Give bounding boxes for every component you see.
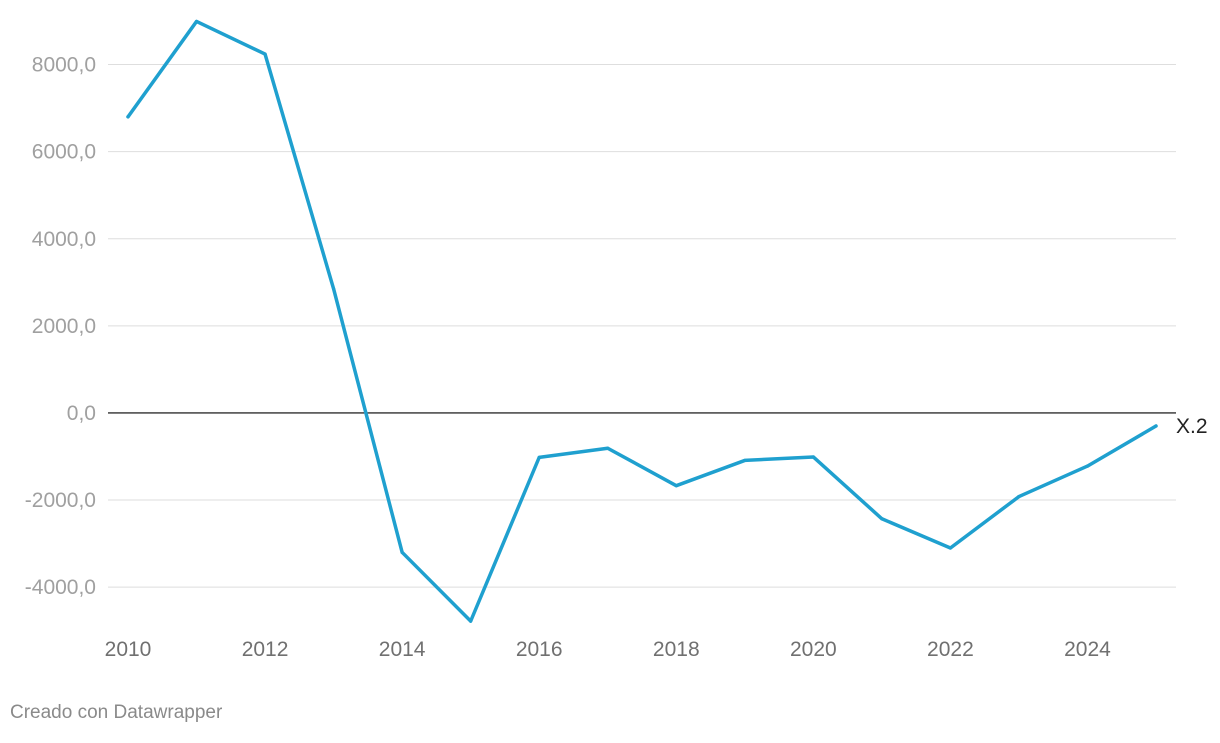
y-tick-label: 6000,0 [32, 141, 96, 164]
x-tick-label: 2016 [516, 638, 563, 661]
data-point[interactable] [880, 517, 884, 521]
credit-text[interactable]: Creado con Datawrapper [10, 702, 223, 723]
data-point[interactable] [537, 455, 541, 459]
x-tick-label: 2010 [105, 638, 152, 661]
y-tick-label: 0,0 [67, 402, 96, 425]
data-point[interactable] [1085, 464, 1090, 468]
y-tick-label: 8000,0 [32, 54, 96, 77]
data-point[interactable] [126, 115, 130, 119]
data-point[interactable] [606, 446, 610, 450]
data-point[interactable] [332, 287, 336, 291]
x-tick-label: 2018 [653, 638, 700, 661]
data-point[interactable] [743, 458, 747, 463]
data-point[interactable] [948, 546, 953, 550]
data-point[interactable] [469, 619, 473, 623]
data-point[interactable] [811, 455, 815, 459]
data-point[interactable] [1017, 494, 1021, 499]
y-tick-label: -4000,0 [25, 576, 96, 599]
y-tick-label: 2000,0 [32, 315, 96, 338]
data-point[interactable] [194, 19, 199, 24]
data-point[interactable] [674, 484, 678, 488]
y-tick-label: 4000,0 [32, 228, 96, 251]
x-tick-label: 2020 [790, 638, 837, 661]
series-end-label: X.2 [1176, 415, 1208, 438]
gridlines [108, 64, 1176, 588]
x-tick-label: 2024 [1064, 638, 1111, 661]
x-tick-label: 2022 [927, 638, 974, 661]
data-point[interactable] [400, 550, 404, 554]
series-layer [126, 19, 1158, 623]
x-tick-label: 2014 [379, 638, 426, 661]
labels: 8000,0 6000,0 4000,0 2000,0 0,0 -2000,0 -4000,… [25, 54, 1208, 661]
data-point[interactable] [263, 52, 267, 56]
y-tick-label: -2000,0 [25, 489, 96, 512]
series-line[interactable] [126, 19, 1158, 623]
x-tick-label: 2012 [242, 638, 289, 661]
data-point[interactable] [1154, 424, 1158, 428]
